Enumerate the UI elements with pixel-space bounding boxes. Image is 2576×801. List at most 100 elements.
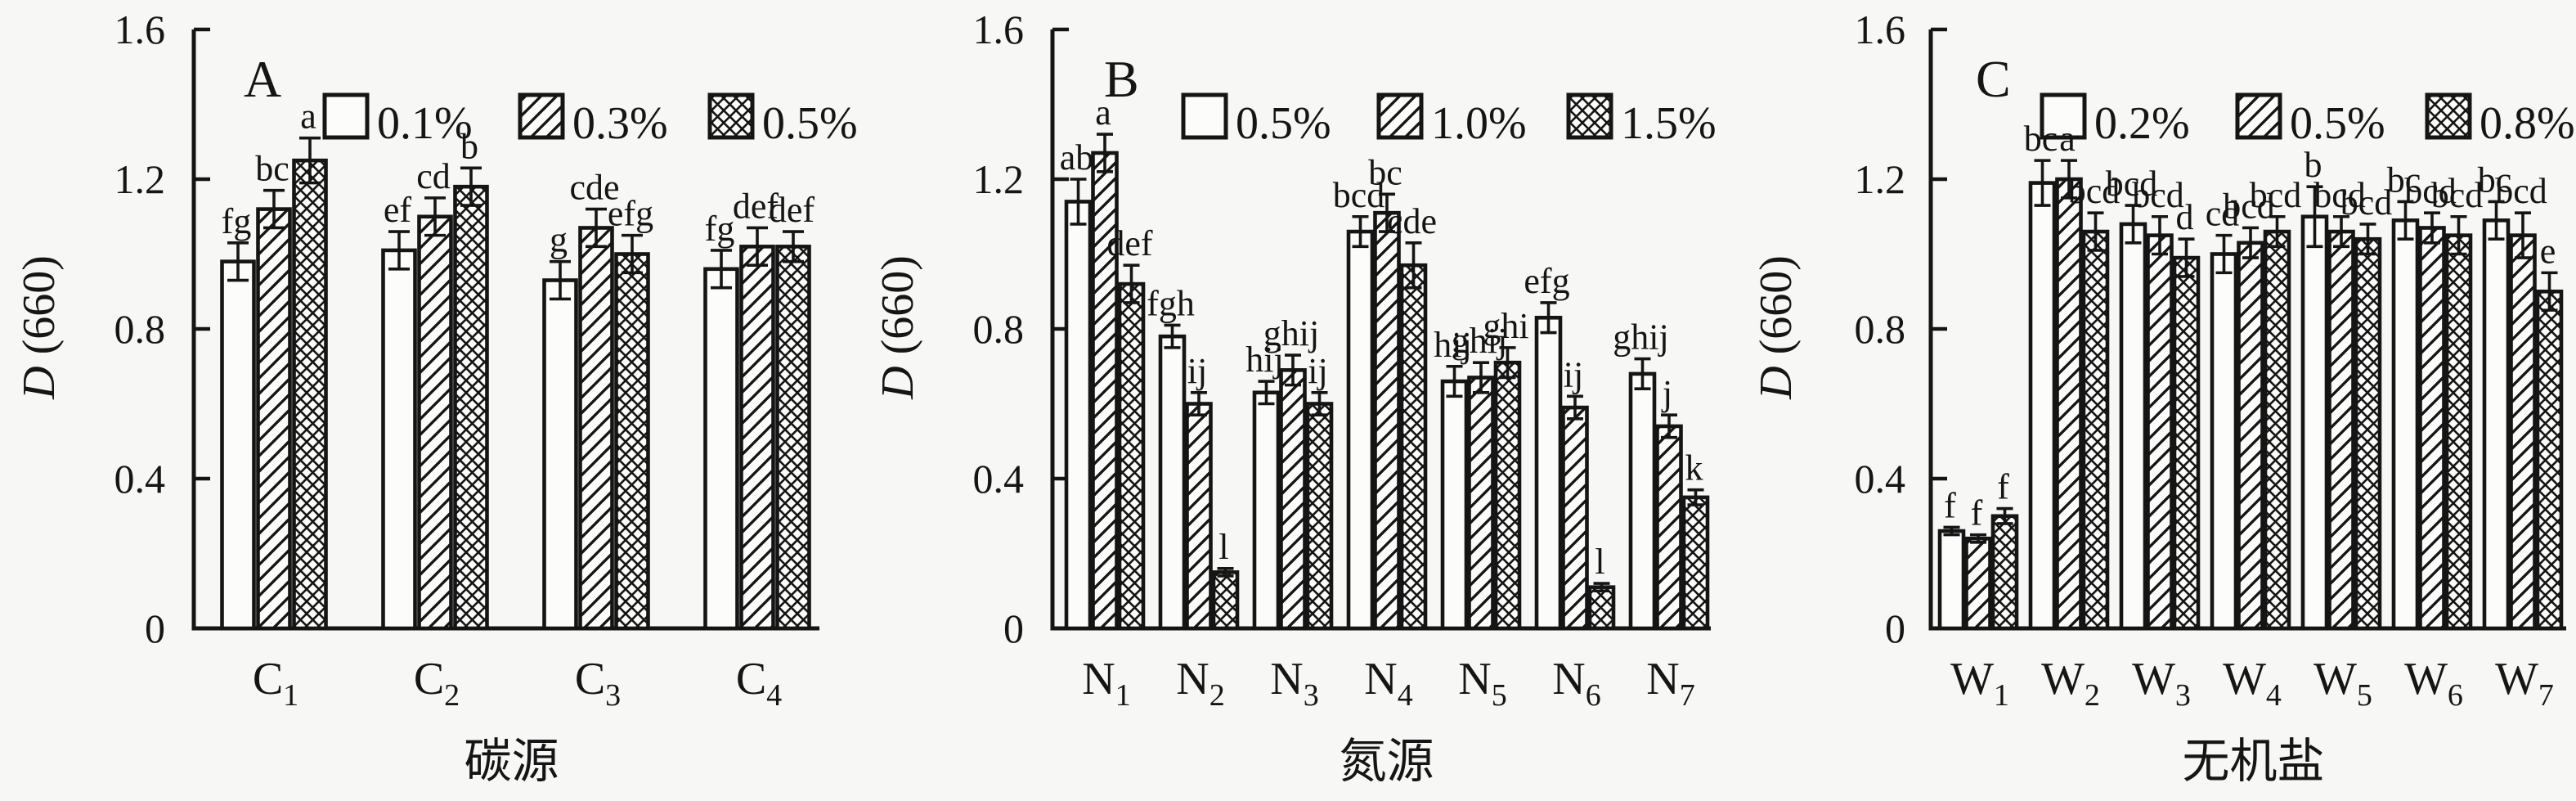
bar-bg <box>1443 381 1466 628</box>
bar-W2-0.8% <box>2081 229 2110 631</box>
y-tick-label: 0.4 <box>1855 456 1906 502</box>
sig-letter: cd <box>2206 194 2240 234</box>
bar-W2-0.5% <box>2055 177 2083 631</box>
bar-W1-0.8% <box>1990 514 2019 631</box>
y-tick-label: 0 <box>1885 605 1905 651</box>
sig-letter: g <box>550 220 568 260</box>
bar-C4-0.5% <box>775 245 811 631</box>
y-tick-label: 1.2 <box>114 156 166 202</box>
legend-swatch-open <box>1181 92 1228 140</box>
x-tick-label: C1 <box>253 654 298 713</box>
sig-letter: efg <box>1524 261 1569 301</box>
sig-letter: bcd <box>2431 175 2484 215</box>
legend-swatch-crosshatch <box>2425 92 2472 140</box>
sig-letter: a <box>2059 119 2076 159</box>
bar-N7-1.5% <box>1681 495 1710 631</box>
bar-W3-0.5% <box>2146 233 2174 631</box>
bar-N4-1.5% <box>1399 263 1428 631</box>
bar-bg <box>2303 216 2327 628</box>
sig-letter: e <box>2540 231 2556 271</box>
legend-label: 0.5% <box>1236 98 1331 149</box>
sig-letter: j <box>1661 373 1672 413</box>
sig-letter: hij <box>1434 325 1471 365</box>
legend-label: 0.8% <box>2480 98 2575 149</box>
bar-C2-0.3% <box>417 214 453 631</box>
legend-swatch-crosshatch <box>1566 92 1613 140</box>
panel-letter: B <box>1104 50 1139 108</box>
x-tick-label: W4 <box>2223 654 2282 713</box>
x-tick-label: N2 <box>1176 654 1224 713</box>
bar-N4-1.0% <box>1373 210 1401 631</box>
sig-letter: b <box>2304 145 2322 185</box>
bar-bg <box>1940 531 1963 628</box>
sig-letter: ghi <box>1483 306 1528 346</box>
bar-bg <box>2484 220 2508 628</box>
x-axis-title: 碳源 <box>464 735 559 788</box>
sig-letter: cde <box>569 168 619 208</box>
bar-bg <box>1066 201 1090 628</box>
sig-letter: a <box>1095 92 1111 133</box>
bar-N5-1.0% <box>1467 376 1495 631</box>
x-tick-label: C2 <box>414 654 460 713</box>
bar-N5-1.5% <box>1493 360 1522 631</box>
legend-swatch-bg <box>2042 95 2085 137</box>
y-tick-label: 1.6 <box>1855 7 1906 52</box>
y-tick-label: 0.4 <box>973 456 1025 502</box>
sig-letter: def <box>733 186 779 226</box>
bar-bg <box>705 268 738 628</box>
bar-C4-0.3% <box>739 245 775 631</box>
bar-C1-0.5% <box>292 158 328 631</box>
panel-letter: A <box>244 50 281 108</box>
x-tick-label: W6 <box>2404 654 2463 713</box>
y-tick-label: 0.8 <box>1855 306 1906 352</box>
sig-letter: bcd <box>2313 175 2366 215</box>
legend-label: 0.5% <box>2290 98 2385 149</box>
bar-W6-0.5% <box>2418 226 2446 631</box>
y-tick-label: 1.2 <box>973 156 1025 202</box>
legend-swatch-bg <box>1183 95 1226 137</box>
sig-letter: fgh <box>1147 283 1195 323</box>
sig-letter: bcd <box>1333 175 1385 215</box>
sig-letter: bc <box>2387 160 2421 200</box>
sig-letter: ij <box>1308 351 1327 391</box>
sig-letter: bcd <box>2250 175 2302 215</box>
sig-letter: def <box>769 190 815 230</box>
sig-letter: bcd <box>2404 171 2457 211</box>
sig-letter: ij <box>1564 354 1583 394</box>
x-tick-label: N3 <box>1270 654 1318 713</box>
sig-letter: l <box>1218 527 1228 567</box>
sig-letter: ab <box>1060 137 1094 178</box>
bar-bg <box>383 250 415 628</box>
sig-letter: bc <box>2024 119 2058 159</box>
bar-bg <box>1349 232 1372 628</box>
sig-letter: b <box>460 126 478 166</box>
bar-W7-0.5% <box>2509 233 2537 631</box>
bar-C3-0.3% <box>578 226 614 631</box>
y-tick-label: 1.6 <box>973 7 1025 52</box>
x-tick-label: N7 <box>1646 654 1694 713</box>
x-tick-label: W1 <box>1950 654 2009 713</box>
panel-chart-C: 00.40.81.21.6D (660)C0.2% 0.5% 0.8%fbcbcdc… <box>1751 7 2575 788</box>
panel-chart-B: 0 0.4 0.8 1.2 1.6 D (660) B 0.5% 1.0% 1.5% ab fgh hi… <box>873 7 1717 788</box>
panel-letter: C <box>1976 50 2011 108</box>
bar-W3-0.8% <box>2172 255 2201 631</box>
legend-label: 0.3% <box>572 98 668 149</box>
legend-swatch-diagonal-hatch <box>2235 92 2282 140</box>
sig-letter: cd <box>416 156 451 196</box>
sig-letter: ij <box>1187 351 1207 391</box>
x-tick-label: N5 <box>1458 654 1506 713</box>
legend-swatch-crosshatch <box>707 92 755 140</box>
bar-bg <box>544 280 577 628</box>
x-axis-title: 氮源 <box>1339 735 1434 788</box>
legend-swatch-diagonal-hatch <box>1376 92 1424 140</box>
bar-bg <box>2031 182 2054 628</box>
x-tick-label: W3 <box>2132 654 2191 713</box>
sig-letter: bcd <box>2223 186 2275 226</box>
sig-letter: hij <box>1245 340 1283 380</box>
bar-bg <box>2121 223 2145 628</box>
bar-W4-0.8% <box>2263 229 2291 631</box>
sig-letter: def <box>1106 223 1153 263</box>
x-tick-label: N1 <box>1082 654 1130 713</box>
y-axis-title: D (660) <box>873 255 923 400</box>
legend-label: 1.5% <box>1621 98 1717 149</box>
